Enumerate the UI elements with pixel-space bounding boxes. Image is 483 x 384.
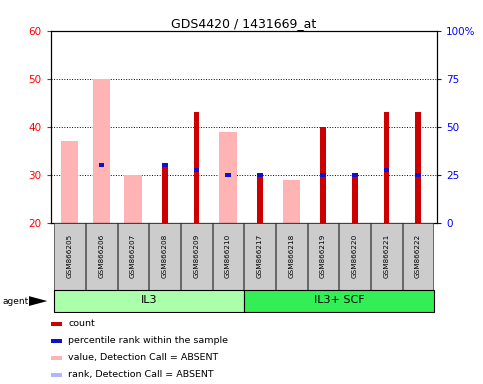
- Bar: [51, 373, 62, 377]
- Bar: [54, 223, 85, 290]
- Text: GSM866220: GSM866220: [352, 234, 358, 278]
- Bar: [219, 131, 237, 223]
- Bar: [117, 223, 148, 290]
- Text: GSM866209: GSM866209: [193, 234, 199, 278]
- Bar: [320, 127, 326, 223]
- Text: GSM866219: GSM866219: [320, 234, 326, 278]
- Polygon shape: [29, 296, 47, 306]
- Bar: [194, 168, 199, 172]
- Text: value, Detection Call = ABSENT: value, Detection Call = ABSENT: [68, 353, 218, 362]
- Text: agent: agent: [2, 296, 28, 306]
- Text: GSM866208: GSM866208: [162, 234, 168, 278]
- Bar: [415, 172, 421, 177]
- Bar: [54, 290, 244, 312]
- Bar: [93, 79, 110, 223]
- Bar: [244, 290, 434, 312]
- Bar: [162, 165, 168, 223]
- Bar: [99, 163, 104, 167]
- Text: percentile rank within the sample: percentile rank within the sample: [68, 336, 228, 345]
- Bar: [51, 339, 62, 343]
- Text: GSM866207: GSM866207: [130, 234, 136, 278]
- Bar: [86, 223, 116, 290]
- Bar: [213, 223, 243, 290]
- Bar: [320, 172, 326, 177]
- Bar: [371, 223, 402, 290]
- Bar: [276, 223, 307, 290]
- Bar: [51, 356, 62, 360]
- Bar: [352, 172, 357, 177]
- Bar: [352, 175, 357, 223]
- Bar: [162, 163, 168, 167]
- Bar: [149, 223, 180, 290]
- Bar: [415, 112, 421, 223]
- Text: IL3+ SCF: IL3+ SCF: [313, 295, 364, 305]
- Bar: [61, 141, 78, 223]
- Bar: [244, 223, 275, 290]
- Text: GSM866205: GSM866205: [67, 234, 73, 278]
- Text: count: count: [68, 319, 95, 328]
- Bar: [194, 112, 199, 223]
- Bar: [403, 223, 433, 290]
- Text: GSM866218: GSM866218: [288, 234, 295, 278]
- Text: IL3: IL3: [141, 295, 157, 305]
- Bar: [124, 175, 142, 223]
- Bar: [51, 322, 62, 326]
- Text: GSM866210: GSM866210: [225, 234, 231, 278]
- Text: rank, Detection Call = ABSENT: rank, Detection Call = ABSENT: [68, 371, 214, 379]
- Bar: [283, 180, 300, 223]
- Bar: [225, 172, 231, 177]
- Title: GDS4420 / 1431669_at: GDS4420 / 1431669_at: [171, 17, 316, 30]
- Bar: [384, 112, 389, 223]
- Bar: [308, 223, 338, 290]
- Text: GSM866217: GSM866217: [257, 234, 263, 278]
- Text: GSM866221: GSM866221: [384, 234, 389, 278]
- Bar: [339, 223, 370, 290]
- Bar: [257, 175, 263, 223]
- Bar: [257, 172, 263, 177]
- Bar: [181, 223, 212, 290]
- Bar: [384, 168, 389, 172]
- Text: GSM866222: GSM866222: [415, 234, 421, 278]
- Text: GSM866206: GSM866206: [99, 234, 104, 278]
